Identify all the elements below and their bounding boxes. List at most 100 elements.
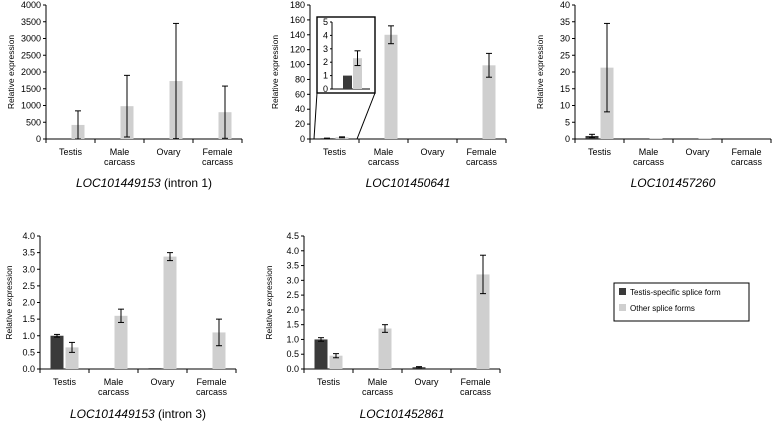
inset-connector bbox=[313, 92, 318, 140]
y-tick-label: 1.0 bbox=[22, 331, 35, 341]
bar-other bbox=[378, 328, 392, 369]
bar-other bbox=[482, 65, 496, 139]
bar-testis-specific bbox=[314, 339, 328, 369]
y-tick-label: 3.5 bbox=[22, 248, 35, 258]
category-label: Male bbox=[639, 147, 659, 157]
y-tick-label: 0.5 bbox=[22, 347, 35, 357]
y-tick-label: 0.0 bbox=[286, 364, 299, 374]
category-label: Testis bbox=[323, 147, 347, 157]
chart-title: LOC101452861 bbox=[360, 407, 445, 421]
inset-y-tick-label: 3 bbox=[323, 44, 328, 54]
category-label: carcass bbox=[104, 157, 136, 167]
chart-3: 0 5 10 15 20 25 30 35 40 Relative expression Testi… bbox=[535, 0, 772, 190]
y-tick-label: 1.5 bbox=[22, 314, 35, 324]
y-axis-label: Relative expression bbox=[535, 35, 545, 109]
category-label: Male bbox=[374, 147, 394, 157]
y-tick-label: 10 bbox=[560, 101, 570, 111]
category-label: carcass bbox=[202, 157, 234, 167]
y-axis-label: Relative expression bbox=[4, 265, 14, 339]
category-label: carcass bbox=[362, 387, 394, 397]
y-tick-label: 25 bbox=[560, 50, 570, 60]
y-tick-label: 2500 bbox=[21, 50, 41, 60]
chart-5: 0.0 0.5 1.0 1.5 2.0 2.5 3.0 3.5 4.0 4.5 Relative e… bbox=[264, 231, 501, 421]
legend: Testis-specific splice form Other splice … bbox=[613, 282, 750, 322]
legend-label: Other splice forms bbox=[630, 304, 695, 313]
category-label: carcass bbox=[368, 157, 400, 167]
y-tick-label: 2.5 bbox=[286, 290, 299, 300]
bar-testis-specific bbox=[148, 368, 162, 369]
gene-name: LOC101450641 bbox=[366, 176, 451, 190]
category-label: Female bbox=[731, 147, 761, 157]
legend-frame bbox=[613, 282, 750, 322]
y-tick-label: 2.5 bbox=[22, 281, 35, 291]
y-tick-label: 3.0 bbox=[286, 275, 299, 285]
y-tick-label: 140 bbox=[290, 30, 305, 40]
y-tick-label: 4.0 bbox=[22, 231, 35, 241]
bar-other bbox=[329, 355, 343, 369]
y-tick-label: 180 bbox=[290, 0, 305, 10]
category-label: Female bbox=[202, 147, 232, 157]
y-tick-label: 35 bbox=[560, 17, 570, 27]
category-label: Ovary bbox=[420, 147, 445, 157]
y-tick-label: 1.5 bbox=[286, 320, 299, 330]
category-label: Testis bbox=[59, 147, 83, 157]
y-tick-label: 20 bbox=[295, 119, 305, 129]
category-label: carcass bbox=[98, 387, 130, 397]
category-label: carcass bbox=[196, 387, 228, 397]
bar-other bbox=[163, 256, 177, 369]
bar-other bbox=[114, 315, 128, 369]
y-tick-label: 500 bbox=[26, 117, 41, 127]
category-label: Male bbox=[110, 147, 130, 157]
y-tick-label: 3000 bbox=[21, 34, 41, 44]
y-tick-label: 0.5 bbox=[286, 349, 299, 359]
y-tick-label: 0 bbox=[565, 134, 570, 144]
y-tick-label: 5 bbox=[565, 117, 570, 127]
y-axis-label: Relative expression bbox=[270, 35, 280, 109]
gene-name: LOC101452861 bbox=[360, 407, 445, 421]
y-tick-label: 3500 bbox=[21, 17, 41, 27]
y-tick-label: 40 bbox=[560, 0, 570, 10]
inset: 0 1 2 3 4 5 bbox=[313, 16, 376, 140]
inset-y-tick-label: 4 bbox=[323, 30, 328, 40]
category-label: Testis bbox=[317, 377, 341, 387]
title-suffix: (intron 3) bbox=[155, 407, 206, 421]
inset-connector bbox=[356, 92, 376, 140]
y-tick-label: 3.0 bbox=[22, 264, 35, 274]
inset-bar-testis-specific bbox=[343, 75, 352, 89]
inset-y-tick-label: 1 bbox=[323, 71, 328, 81]
inset-y-tick-label: 5 bbox=[323, 17, 328, 27]
gene-name: LOC101449153 bbox=[70, 407, 155, 421]
y-tick-label: 30 bbox=[560, 34, 570, 44]
y-tick-label: 4.5 bbox=[286, 231, 299, 241]
y-tick-label: 4000 bbox=[21, 0, 41, 10]
category-label: Ovary bbox=[685, 147, 710, 157]
y-tick-label: 0.0 bbox=[22, 364, 35, 374]
y-tick-label: 2.0 bbox=[22, 298, 35, 308]
chart-title: LOC101449153 (intron 3) bbox=[70, 407, 206, 421]
category-label: Testis bbox=[588, 147, 612, 157]
category-label: Ovary bbox=[150, 377, 175, 387]
category-label: carcass bbox=[466, 157, 498, 167]
category-label: Female bbox=[460, 377, 490, 387]
y-tick-label: 15 bbox=[560, 84, 570, 94]
bar-testis-specific bbox=[50, 335, 64, 369]
y-tick-label: 2.0 bbox=[286, 305, 299, 315]
legend-label: Testis-specific splice form bbox=[630, 288, 721, 297]
legend-swatch bbox=[619, 288, 626, 295]
category-label: Ovary bbox=[414, 377, 439, 387]
category-label: Testis bbox=[53, 377, 77, 387]
y-tick-label: 3.5 bbox=[286, 261, 299, 271]
category-label: Male bbox=[104, 377, 124, 387]
y-tick-label: 60 bbox=[295, 89, 305, 99]
y-tick-label: 100 bbox=[290, 60, 305, 70]
y-tick-label: 20 bbox=[560, 67, 570, 77]
y-tick-label: 1500 bbox=[21, 84, 41, 94]
chart-4: 0.0 0.5 1.0 1.5 2.0 2.5 3.0 3.5 4.0 Relative expr… bbox=[4, 231, 237, 421]
bar-other bbox=[384, 34, 398, 139]
y-tick-label: 0 bbox=[300, 134, 305, 144]
bar-other bbox=[476, 274, 490, 369]
category-label: Male bbox=[368, 377, 388, 387]
category-label: Ovary bbox=[156, 147, 181, 157]
inset-y-tick-label: 2 bbox=[323, 57, 328, 67]
